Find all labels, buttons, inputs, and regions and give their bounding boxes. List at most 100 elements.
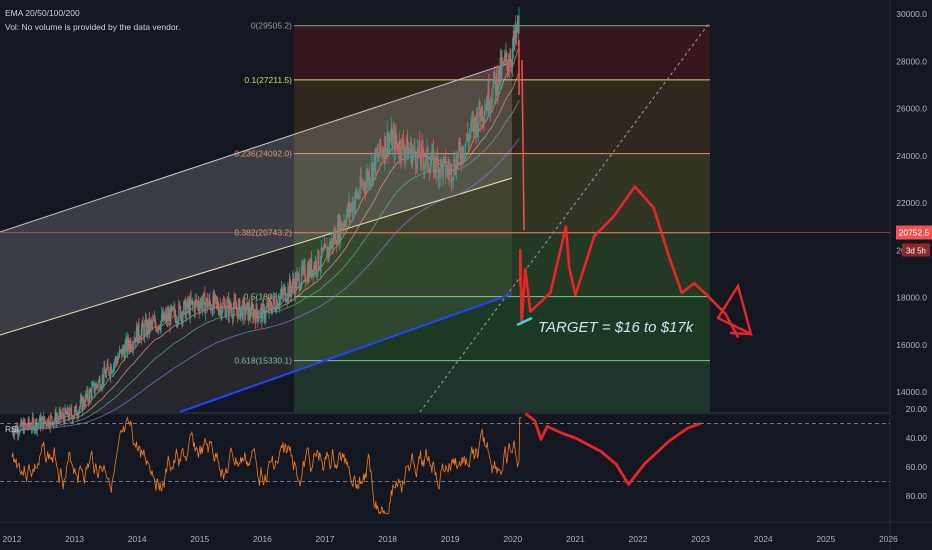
candle-body bbox=[265, 308, 267, 317]
candle-body bbox=[86, 390, 88, 398]
candle-body bbox=[352, 202, 354, 214]
candle-body bbox=[411, 152, 413, 166]
candle-body bbox=[342, 225, 344, 228]
candle-body bbox=[407, 149, 409, 160]
candle-body bbox=[421, 144, 423, 148]
candle-body bbox=[420, 144, 422, 164]
candle-body bbox=[118, 350, 121, 357]
ema-legend[interactable]: EMA 20/50/100/200 bbox=[5, 8, 80, 18]
candle-body bbox=[49, 416, 51, 428]
candle-body bbox=[437, 162, 440, 180]
candle-body bbox=[404, 152, 406, 159]
candle-body bbox=[146, 322, 148, 335]
candle-body bbox=[439, 169, 441, 177]
candle-body bbox=[338, 218, 340, 243]
candle-body bbox=[120, 348, 122, 351]
candle-body bbox=[18, 432, 20, 434]
candle-body bbox=[96, 384, 98, 386]
candle-body bbox=[179, 304, 181, 307]
candle-body bbox=[374, 155, 376, 174]
candle-body bbox=[230, 308, 232, 310]
candle-body bbox=[87, 390, 89, 400]
candle-body bbox=[178, 304, 180, 321]
candle-body bbox=[298, 274, 300, 290]
candle-body bbox=[85, 394, 87, 398]
candle-body bbox=[277, 305, 279, 309]
candle-body bbox=[327, 247, 329, 258]
candle-body bbox=[176, 321, 178, 324]
candle-body bbox=[454, 159, 456, 172]
candle-body bbox=[117, 358, 119, 364]
candle-body bbox=[487, 85, 489, 110]
candle-body bbox=[461, 147, 463, 163]
candle-body bbox=[163, 311, 165, 321]
candle-body bbox=[286, 299, 288, 302]
candle-body bbox=[481, 106, 483, 121]
candle-body bbox=[364, 188, 366, 192]
candle-body bbox=[358, 194, 361, 196]
candle-body bbox=[473, 117, 475, 132]
candle-body bbox=[449, 169, 451, 176]
candle-body bbox=[251, 303, 253, 308]
candle-body bbox=[248, 305, 250, 320]
candle-body bbox=[377, 152, 379, 157]
fib-zone bbox=[294, 296, 710, 361]
candle-body bbox=[26, 423, 28, 427]
candle-body bbox=[128, 345, 130, 350]
candle-body bbox=[224, 304, 226, 317]
candle-body bbox=[39, 416, 42, 428]
candle-body bbox=[433, 156, 435, 174]
candle-body bbox=[489, 100, 492, 110]
candle-body bbox=[88, 390, 90, 402]
candle-body bbox=[366, 172, 368, 181]
candle-body bbox=[161, 314, 164, 321]
candle-body bbox=[410, 142, 412, 153]
candle-body bbox=[306, 269, 309, 282]
candle-body bbox=[479, 102, 481, 116]
candle-body bbox=[121, 348, 123, 357]
candle-body bbox=[256, 304, 258, 314]
drawn-projection[interactable] bbox=[516, 185, 753, 339]
candle-body bbox=[318, 250, 320, 269]
candle-body bbox=[233, 299, 235, 310]
candle-body bbox=[469, 132, 471, 135]
candle-body bbox=[511, 48, 514, 64]
price-channel[interactable] bbox=[0, 61, 513, 413]
candle-body bbox=[425, 151, 427, 163]
candle-body bbox=[446, 166, 448, 174]
candle-body bbox=[362, 182, 365, 187]
candle-body bbox=[139, 337, 141, 340]
candle-body bbox=[456, 157, 458, 163]
candle-body bbox=[359, 176, 361, 195]
candle-body bbox=[97, 381, 99, 388]
candle-body bbox=[278, 305, 280, 306]
candle-body bbox=[235, 302, 237, 309]
candle-body bbox=[310, 259, 313, 276]
candle-body bbox=[416, 148, 418, 168]
candle-body bbox=[275, 300, 278, 312]
candle-body bbox=[380, 150, 383, 152]
candle-body bbox=[172, 307, 174, 310]
candle-body bbox=[472, 119, 475, 132]
candle-body bbox=[174, 307, 176, 316]
candle-body bbox=[108, 367, 110, 374]
candle-body bbox=[87, 399, 90, 402]
candle-body bbox=[465, 141, 467, 145]
candle-body bbox=[331, 238, 333, 245]
candle-body bbox=[105, 370, 108, 377]
candle-body bbox=[232, 309, 234, 319]
target-annotation[interactable]: TARGET = $16 to $17k bbox=[538, 319, 695, 336]
candle-body bbox=[284, 287, 286, 290]
candle-body bbox=[144, 324, 146, 337]
candle-body bbox=[423, 159, 425, 169]
candle-body bbox=[113, 362, 116, 365]
rsi-pane[interactable]: 20.00 40.00 60.00 80.00 bbox=[0, 404, 927, 515]
candle-body bbox=[288, 286, 290, 298]
candle-body bbox=[270, 301, 272, 309]
candle-body bbox=[191, 300, 193, 303]
candle-body bbox=[332, 238, 334, 247]
candle-body bbox=[397, 151, 400, 155]
time-tick-label: 2012 bbox=[3, 534, 22, 544]
candle-body bbox=[81, 397, 83, 411]
